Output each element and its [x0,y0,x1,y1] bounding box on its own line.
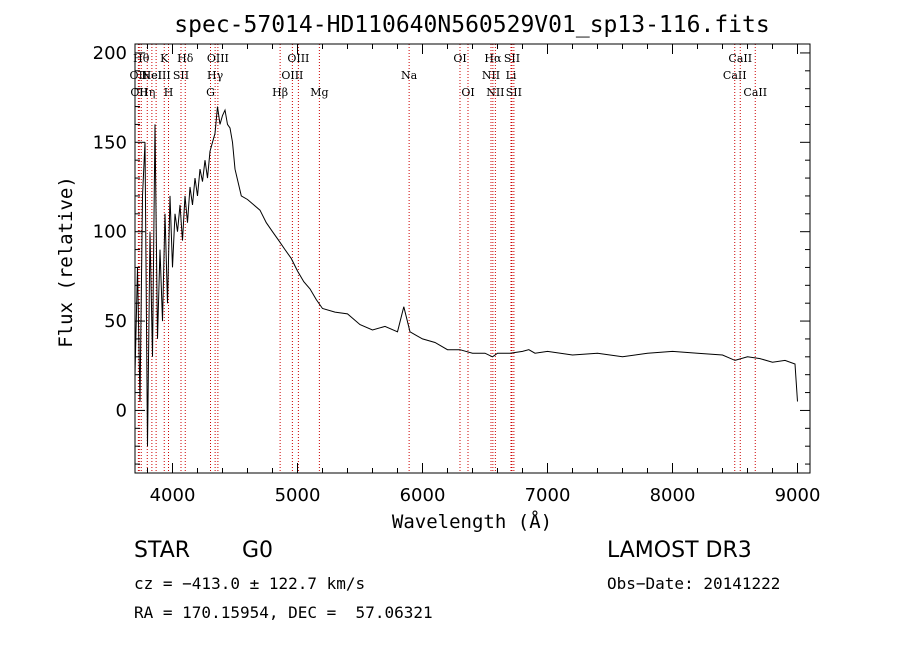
line-marker-label: Hθ [133,52,150,65]
line-marker-label: H [164,86,174,99]
y-axis-label: Flux (relative) [55,176,77,348]
x-tick-label: 9000 [775,485,821,506]
line-marker-label: Na [401,69,418,82]
line-marker-label: OIII [207,52,229,65]
x-tick-label: 5000 [275,485,321,506]
line-marker-label: OI [453,52,466,65]
x-axis: 4000 5000 6000 7000 8000 9000 [147,44,821,506]
line-marker-label: CaII [723,69,747,82]
line-marker-label: Hδ [177,52,194,65]
object-class: STAR [134,538,191,563]
coordinates: RA = 170.15954, DEC = 57.06321 [134,603,433,622]
x-tick-label: 7000 [525,485,571,506]
line-marker-labels: OIIOIIHθHηHeINeIIIKHSIIHδGHγOIIIHβOIIIOI… [130,52,768,99]
line-marker-label: Hα [484,52,502,65]
line-marker-label: Li [506,69,517,82]
line-marker-label: NeIII [142,69,171,82]
y-tick-label: 0 [116,400,127,421]
chart-title: spec-57014-HD110640N560529V01_sp13-116.f… [174,12,769,38]
line-marker-label: NII [486,86,504,99]
spectrum-line [134,106,798,447]
y-tick-label: 50 [104,311,127,332]
y-axis: 0 50 100 150 200 [93,43,810,465]
plot-frame [134,43,811,474]
line-marker-label: SII [504,52,520,65]
x-tick-label: 4000 [150,485,196,506]
x-tick-label: 8000 [650,485,696,506]
x-tick-label: 6000 [400,485,446,506]
observation-date: Obs−Date: 20141222 [607,574,781,593]
line-marker-label: SII [173,69,189,82]
line-markers [137,44,756,473]
object-subclass: G0 [242,538,274,563]
line-marker-label: G [206,86,215,99]
line-marker-label: K [160,52,169,65]
y-tick-label: 200 [93,43,127,64]
survey-name: LAMOST DR3 [607,538,752,563]
line-marker-label: OI [461,86,474,99]
redshift-cz: cz = −413.0 ± 122.7 km/s [134,574,366,593]
line-marker-label: NII [482,69,500,82]
line-marker-label: Hγ [207,69,224,82]
x-axis-label: Wavelength (Å) [392,510,552,533]
line-marker-label: SII [506,86,522,99]
line-marker-label: Hβ [272,86,288,99]
line-marker-label: Hη [139,86,155,99]
line-marker-label: Mg [310,86,328,99]
line-marker-label: OII [130,69,148,82]
line-marker-label: OIII [287,52,309,65]
y-tick-label: 100 [93,222,127,243]
y-tick-label: 150 [93,132,127,153]
line-marker-label: OIII [281,69,303,82]
line-marker-label: CaII [743,86,767,99]
line-marker-label: HeI [142,69,162,82]
line-marker-label: CaII [728,52,752,65]
